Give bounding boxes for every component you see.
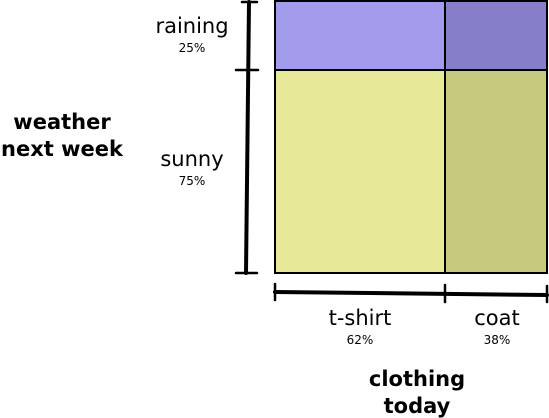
y-category-sunny-label: sunny — [160, 147, 223, 171]
x-axis-title-line-2: today — [384, 394, 451, 418]
x-category-tshirt-share: 62% — [347, 333, 374, 347]
x-category-coat-label: coat — [474, 306, 520, 330]
y-axis-title-line-2: next week — [1, 137, 124, 161]
x-axis-title-line-1: clothing — [369, 367, 465, 391]
y-category-sunny-share: 75% — [179, 174, 206, 188]
cell-raining-tshirt — [274, 0, 446, 71]
y-category-raining-share: 25% — [179, 41, 206, 55]
x-category-coat-share: 38% — [484, 333, 511, 347]
cell-sunny-tshirt — [274, 69, 446, 274]
y-category-raining-label: raining — [155, 14, 228, 38]
cell-raining-coat — [444, 0, 548, 71]
x-category-tshirt-label: t-shirt — [329, 306, 392, 330]
y-axis-bracket — [234, 0, 260, 275]
y-axis-title-line-1: weather — [13, 110, 111, 134]
cell-sunny-coat — [444, 69, 548, 274]
x-axis-bracket — [273, 282, 549, 304]
